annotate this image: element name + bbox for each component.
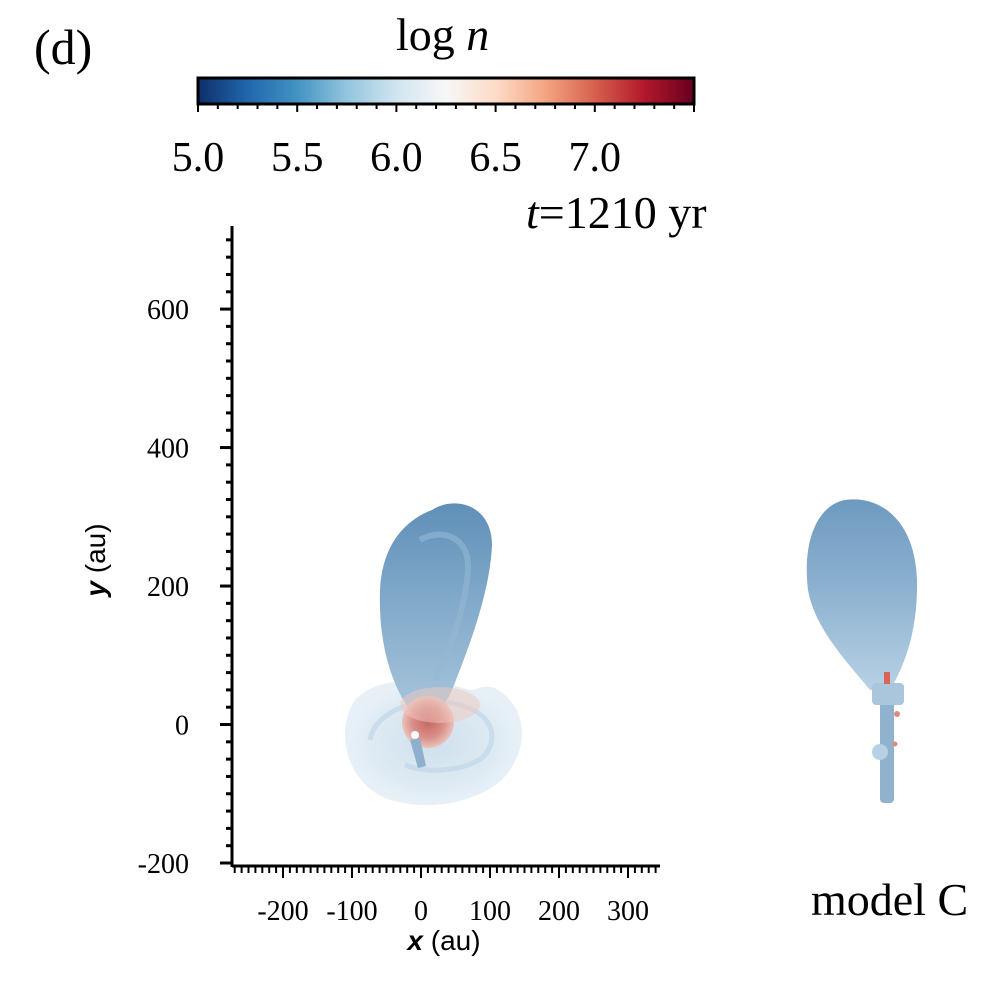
dense-core-halo: [400, 687, 480, 723]
edge-on-knot: [892, 741, 898, 747]
time-label-var: t: [526, 187, 539, 238]
x-tick-label: 100: [469, 896, 511, 927]
disk-inner-ring: [367, 699, 495, 773]
left-panel-density: [345, 503, 522, 806]
x-axis-tick-labels: -200 -100 0 100 200 300: [257, 896, 649, 927]
x-axis-label: x (au): [407, 925, 480, 957]
x-axis-ticks: [233, 866, 657, 878]
y-tick-label: 600: [147, 295, 189, 326]
edge-on-jet: [880, 685, 894, 803]
model-label: model C: [811, 874, 969, 925]
colorbar-tick-label: 5.0: [172, 135, 225, 181]
time-label: t=1210 yr: [526, 186, 707, 239]
colorbar-title-prefix: log: [396, 9, 467, 60]
colorbar-tick-label: 6.0: [370, 135, 423, 181]
y-tick-label: 400: [147, 434, 189, 465]
y-tick-label: 0: [175, 711, 189, 742]
x-axis-unit: (au): [423, 925, 481, 956]
jet-base: [410, 738, 426, 768]
edge-on-blob: [872, 744, 888, 760]
y-axis-ticks: [220, 238, 232, 865]
x-tick-label: 200: [538, 896, 580, 927]
colorbar-tick-label: 5.5: [271, 135, 324, 181]
edge-on-knot: [894, 711, 900, 717]
outflow-lobe: [379, 503, 492, 718]
colorbar-title: log n: [396, 8, 489, 61]
colorbar-tick-labels: 5.0 5.5 6.0 6.5 7.0: [172, 135, 621, 181]
colorbar-tick-label: 7.0: [569, 135, 622, 181]
panel-label: (d): [34, 19, 93, 75]
edge-on-disk: [872, 683, 904, 705]
x-tick-label: -200: [257, 896, 308, 927]
x-tick-label: 300: [607, 896, 649, 927]
colorbar-ticks: [197, 104, 695, 112]
edge-on-lobe: [806, 499, 918, 690]
y-axis-tick-labels: -200 0 200 400 600: [138, 295, 189, 880]
protostar-marker: [411, 731, 419, 739]
colorbar-title-var: n: [466, 9, 490, 60]
time-label-text: =1210 yr: [538, 187, 707, 238]
x-axis-var: x: [407, 925, 423, 956]
y-tick-label: 200: [147, 572, 189, 603]
edge-on-core: [884, 672, 890, 684]
colorbar-tick-label: 6.5: [469, 135, 522, 181]
x-tick-label: 0: [414, 896, 428, 927]
colorbar-bar: [196, 76, 696, 106]
right-panel-density: [806, 499, 918, 803]
x-tick-label: -100: [326, 896, 377, 927]
lobe-highlight: [418, 531, 472, 682]
y-tick-label: -200: [138, 849, 189, 880]
